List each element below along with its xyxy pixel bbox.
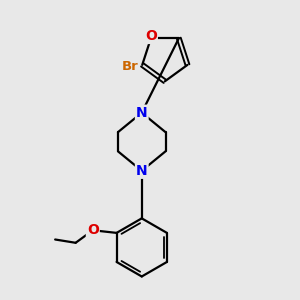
Text: O: O xyxy=(145,29,157,43)
Text: N: N xyxy=(136,106,148,120)
Text: N: N xyxy=(136,164,148,178)
Text: Br: Br xyxy=(122,60,139,73)
Text: O: O xyxy=(87,223,99,237)
